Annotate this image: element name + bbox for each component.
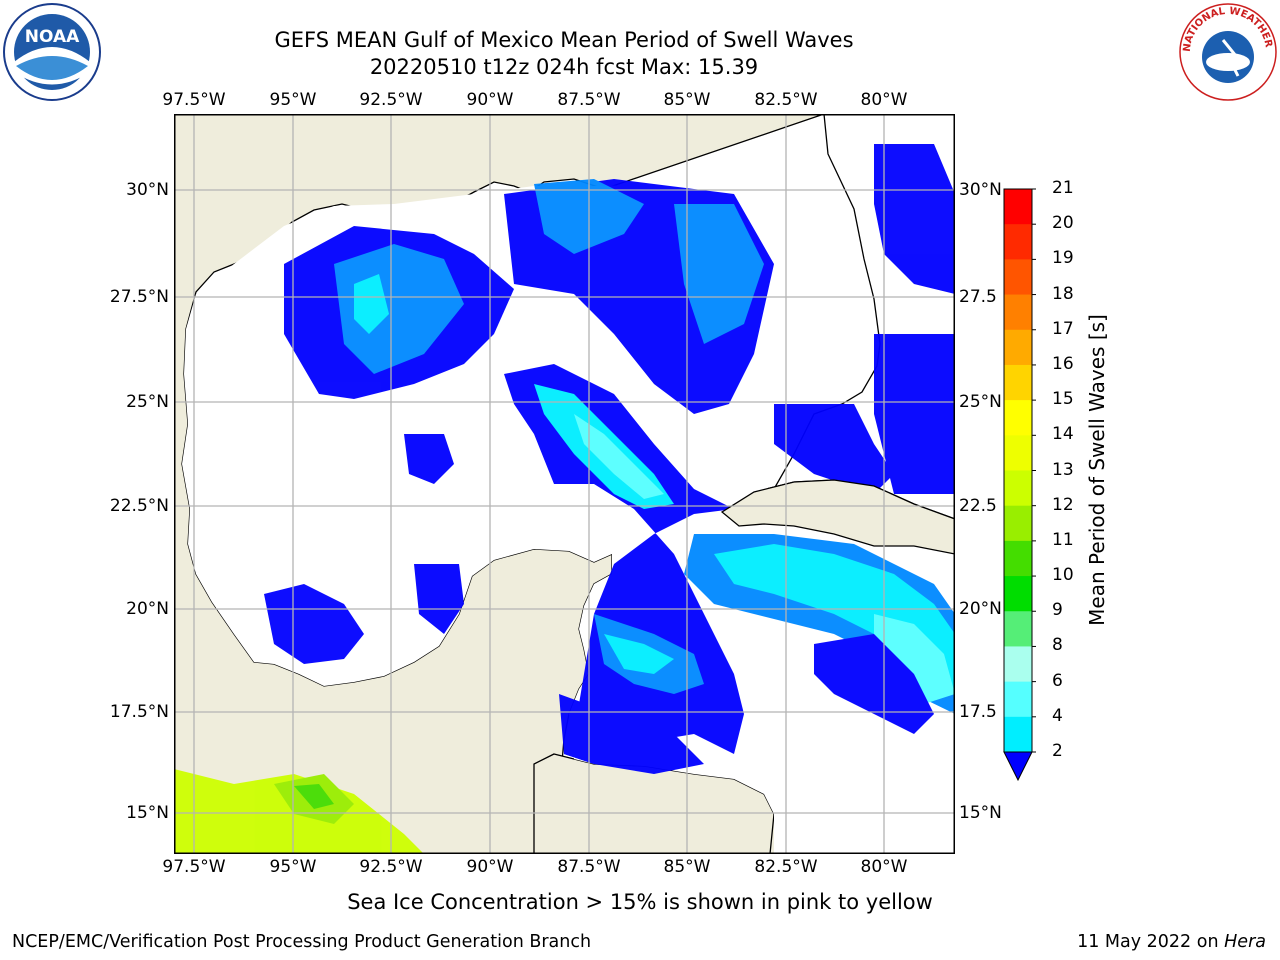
lon-label-bottom: 95°W — [269, 857, 317, 877]
sea-ice-note: Sea Ice Concentration > 15% is shown in … — [347, 890, 933, 914]
lon-label-top: 95°W — [269, 90, 317, 110]
colorbar-tick-label: 4 — [1052, 705, 1063, 726]
colorbar-tick-label: 8 — [1052, 635, 1063, 656]
colorbar-title: Mean Period of Swell Waves [s] — [1085, 314, 1109, 626]
svg-text:NOAA: NOAA — [25, 27, 80, 47]
footer-host: Hera — [1224, 932, 1266, 952]
lon-label-top: 97.5°W — [162, 90, 226, 110]
lat-label-left: 22.5°N — [109, 496, 169, 516]
colorbar-tick-label: 9 — [1052, 600, 1063, 621]
lat-label-right: 30°N — [959, 180, 1002, 200]
lon-label-bottom: 82.5°W — [754, 857, 818, 877]
colorbar-tick-label: 10 — [1052, 565, 1074, 586]
lon-label-top: 85°W — [663, 90, 711, 110]
lon-label-bottom: 97.5°W — [162, 857, 226, 877]
chart-subtitle: 20220510 t12z 024h fcst Max: 15.39 — [369, 55, 759, 79]
colorbar-segment — [1004, 435, 1032, 471]
noaa-logo: NOAA — [2, 2, 102, 106]
graticule — [174, 114, 955, 854]
lat-label-right: 15°N — [959, 803, 1002, 823]
lat-label-left: 27.5°N — [109, 287, 169, 307]
lon-label-top: 82.5°W — [754, 90, 818, 110]
colorbar-tick-label: 21 — [1052, 178, 1074, 198]
colorbar-segment — [1004, 189, 1032, 225]
colorbar-segment — [1004, 364, 1032, 401]
lat-label-right: 25°N — [959, 392, 1002, 412]
colorbar-segments — [1004, 188, 1036, 753]
lon-label-top: 80°W — [860, 90, 908, 110]
colorbar-tick-label: 14 — [1052, 424, 1074, 445]
lon-label-top: 90°W — [466, 90, 514, 110]
colorbar-segment — [1004, 646, 1032, 683]
chart-title: GEFS MEAN Gulf of Mexico Mean Period of … — [274, 28, 854, 52]
lat-label-left: 17.5°N — [109, 702, 169, 722]
colorbar-frame — [1003, 188, 1033, 753]
colorbar-tick-label: 18 — [1052, 283, 1074, 304]
colorbar-tick-label: 16 — [1052, 353, 1074, 374]
lat-label-right: 22.5 — [959, 496, 997, 516]
footer-credit: NCEP/EMC/Verification Post Processing Pr… — [12, 932, 592, 952]
lon-label-bottom: 92.5°W — [359, 857, 423, 877]
gulf-map — [174, 114, 955, 854]
colorbar-segment — [1004, 259, 1032, 296]
lon-label-bottom: 85°W — [663, 857, 711, 877]
lat-label-left: 30°N — [126, 180, 169, 200]
lat-label-left: 25°N — [126, 392, 169, 412]
colorbar-segment — [1004, 681, 1032, 718]
lon-label-bottom: 80°W — [860, 857, 908, 877]
colorbar-segment — [1004, 611, 1032, 647]
lat-label-left: 20°N — [126, 599, 169, 619]
colorbar-segment — [1004, 540, 1032, 577]
nws-logo: NATIONAL WEATHER SERVICE — [1174, 0, 1278, 106]
colorbar-tick-label: 19 — [1052, 248, 1074, 269]
colorbar-tick-label: 20 — [1052, 213, 1074, 234]
colorbar-segment — [1004, 505, 1032, 542]
colorbar-tick-label: 13 — [1052, 459, 1074, 480]
colorbar-segment — [1004, 576, 1032, 612]
lat-label-left: 15°N — [126, 803, 169, 823]
footer-date-text: 11 May 2022 on — [1077, 932, 1219, 952]
colorbar-segment — [1004, 470, 1032, 507]
colorbar-segment — [1004, 224, 1032, 260]
lat-label-right: 20°N — [959, 599, 1002, 619]
footer-date: 11 May 2022 on Hera — [1077, 932, 1266, 952]
colorbar-extend-arrow — [1003, 751, 1033, 782]
colorbar-tick-label: 6 — [1052, 670, 1063, 691]
colorbar-segment — [1004, 329, 1032, 366]
colorbar-tick-label: 11 — [1052, 529, 1074, 550]
colorbar-tick-label: 2 — [1052, 741, 1063, 761]
colorbar-tick-label: 15 — [1052, 389, 1074, 410]
lon-label-bottom: 90°W — [466, 857, 514, 877]
lat-label-right: 27.5 — [959, 287, 997, 307]
colorbar-segment — [1004, 294, 1032, 331]
cuba-land — [720, 479, 955, 555]
map-frame — [174, 114, 955, 854]
lon-label-bottom: 87.5°W — [557, 857, 621, 877]
colorbar-segment — [1004, 400, 1032, 436]
colorbar-tick-label: 17 — [1052, 318, 1074, 339]
colorbar — [1003, 188, 1036, 782]
lon-label-top: 87.5°W — [557, 90, 621, 110]
lon-label-top: 92.5°W — [359, 90, 423, 110]
colorbar-tick-label: 12 — [1052, 494, 1074, 515]
lat-label-right: 17.5 — [959, 702, 997, 722]
pacific-swell — [174, 769, 424, 854]
swell-field — [264, 144, 955, 774]
colorbar-segment — [1004, 716, 1032, 753]
